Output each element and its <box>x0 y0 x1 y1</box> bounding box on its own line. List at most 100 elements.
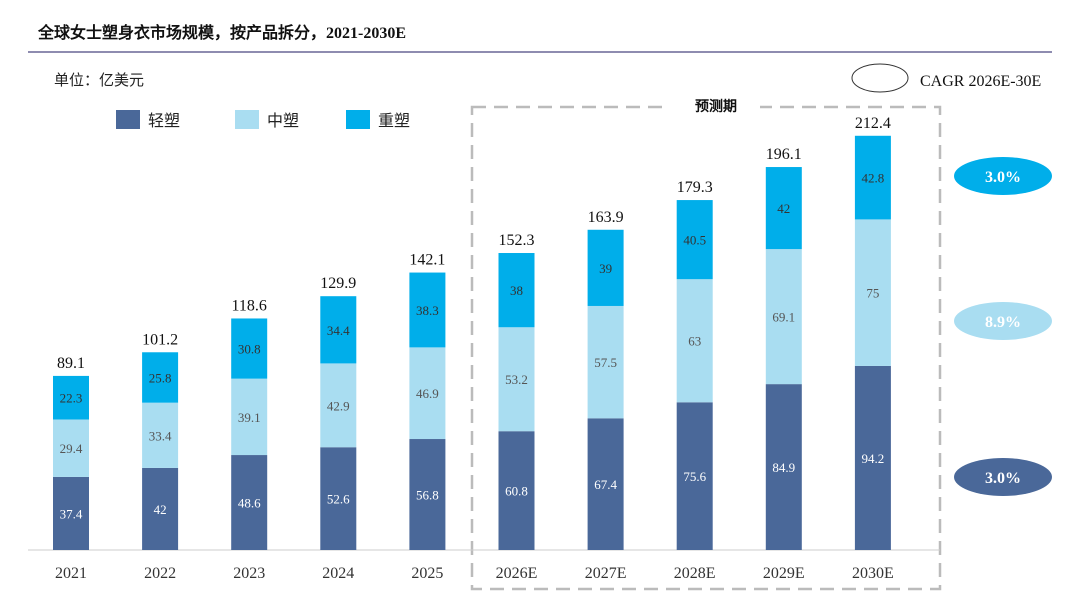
data-label: 40.5 <box>683 233 706 248</box>
x-tick-label: 2026E <box>496 565 538 582</box>
legend-swatch <box>116 110 140 129</box>
bar-segment <box>498 327 535 432</box>
cagr-oval <box>954 458 1052 496</box>
data-label: 38 <box>510 283 523 298</box>
data-label: 75 <box>866 286 879 301</box>
cagr-value: 3.0% <box>985 169 1021 186</box>
unit-label: 单位：亿美元 <box>54 72 144 89</box>
data-label: 39 <box>599 261 612 276</box>
bar-segment <box>587 418 624 550</box>
bar-segment <box>53 419 89 477</box>
data-label: 46.9 <box>416 386 439 401</box>
data-label: 63 <box>688 334 701 349</box>
bars: 37.4 29.4 22.3 89.1 2021 42 33.4 25.8 101.2 2022 4… <box>53 115 894 582</box>
total-label: 142.1 <box>409 252 445 269</box>
data-label: 42 <box>777 201 790 216</box>
data-label: 84.9 <box>772 460 795 475</box>
chart-title: 全球女士塑身衣市场规模，按产品拆分，2021-2030E <box>37 23 406 42</box>
bar-segment <box>676 200 713 280</box>
bar-segment <box>854 219 891 366</box>
data-label: 57.5 <box>594 355 617 370</box>
bar-segment <box>587 229 624 306</box>
data-label: 39.1 <box>238 410 261 425</box>
data-label: 34.4 <box>327 323 350 338</box>
data-label: 94.2 <box>862 451 885 466</box>
x-tick-label: 2029E <box>763 565 805 582</box>
cagr-oval <box>954 302 1052 340</box>
data-label: 25.8 <box>149 370 172 385</box>
total-label: 118.6 <box>231 297 266 314</box>
data-label: 48.6 <box>238 496 261 511</box>
cagr-legend-label: CAGR 2026E-30E <box>920 73 1041 90</box>
legend-label: 轻塑 <box>148 112 180 130</box>
data-label: 29.4 <box>60 441 83 456</box>
total-label: 163.9 <box>588 209 624 226</box>
data-label: 67.4 <box>594 477 617 492</box>
x-tick-label: 2021 <box>55 565 87 582</box>
x-tick-label: 2030E <box>852 565 894 582</box>
total-label: 212.4 <box>855 115 891 132</box>
x-tick-label: 2022 <box>144 565 176 582</box>
cagr-ovals: 3.0% 8.9% 3.0% <box>954 157 1052 496</box>
data-label: 30.8 <box>238 342 261 357</box>
x-tick-label: 2027E <box>585 565 627 582</box>
x-tick-label: 2028E <box>674 565 716 582</box>
data-label: 69.1 <box>772 310 795 325</box>
x-tick-label: 2025 <box>411 565 443 582</box>
legend-label: 重塑 <box>378 112 410 130</box>
forecast-label-bg <box>670 96 760 116</box>
bar-segment <box>409 439 446 550</box>
legend-swatch <box>235 110 259 129</box>
bar-segment <box>409 272 446 348</box>
bar-segment <box>587 305 624 419</box>
legend-label: 中塑 <box>267 112 299 130</box>
cagr-oval <box>954 157 1052 195</box>
bar-segment <box>854 135 891 220</box>
bar-segment <box>765 384 802 550</box>
data-label: 33.4 <box>149 428 172 443</box>
total-label: 89.1 <box>57 355 85 372</box>
bar-segment <box>142 402 179 468</box>
legend-swatch <box>346 110 370 129</box>
bar-segment <box>53 476 89 550</box>
bar-segment <box>498 253 535 328</box>
bar-segment <box>142 467 179 550</box>
cagr-value: 3.0% <box>985 470 1021 487</box>
bar-segment <box>409 347 446 440</box>
bar-segment <box>53 375 89 420</box>
data-label: 37.4 <box>60 506 83 521</box>
total-label: 179.3 <box>677 179 713 196</box>
data-label: 42 <box>154 502 167 517</box>
bar-segment <box>498 431 535 550</box>
bar-segment <box>320 296 357 364</box>
data-label: 42.9 <box>327 398 350 413</box>
bar-segment <box>231 318 268 379</box>
legend: 轻塑 中塑 重塑 <box>116 110 410 130</box>
cagr-value: 8.9% <box>985 314 1021 331</box>
data-label: 22.3 <box>60 391 83 406</box>
bar-segment <box>142 352 179 403</box>
total-label: 152.3 <box>499 232 535 249</box>
bar-segment <box>854 365 891 550</box>
bar-segment <box>765 167 802 250</box>
data-label: 56.8 <box>416 488 439 503</box>
data-label: 42.8 <box>862 171 885 186</box>
bar-segment <box>231 378 268 456</box>
data-label: 38.3 <box>416 303 439 318</box>
bar-segment <box>676 402 713 550</box>
x-tick-label: 2023 <box>233 565 265 582</box>
data-label: 75.6 <box>683 469 706 484</box>
total-label: 101.2 <box>142 331 178 348</box>
forecast-label: 预测期 <box>695 98 737 115</box>
bar-segment <box>320 447 357 550</box>
total-label: 129.9 <box>320 275 356 292</box>
x-tick-label: 2024 <box>322 565 354 582</box>
total-label: 196.1 <box>766 146 802 163</box>
data-label: 53.2 <box>505 372 528 387</box>
data-label: 60.8 <box>505 484 528 499</box>
data-label: 52.6 <box>327 492 350 507</box>
bar-segment <box>320 363 357 448</box>
bar-segment <box>765 249 802 385</box>
